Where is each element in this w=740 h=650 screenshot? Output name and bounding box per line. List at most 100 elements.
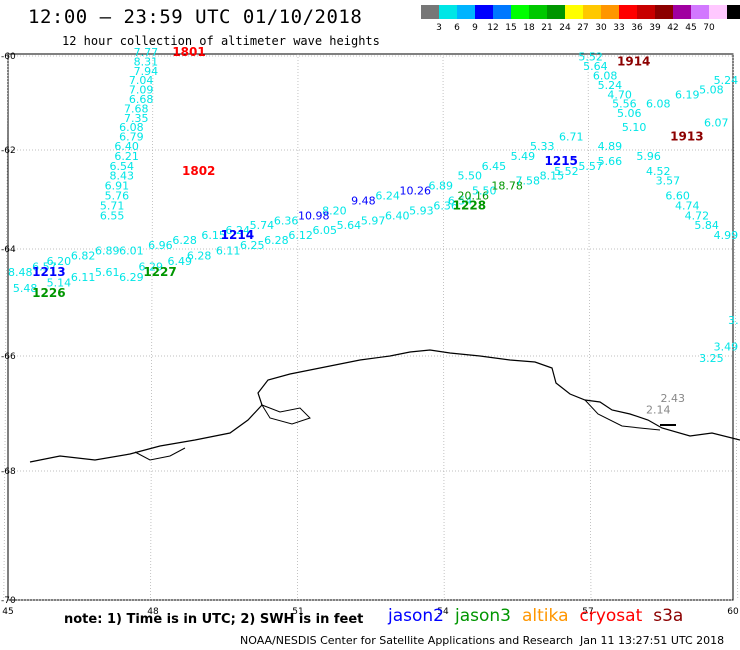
- meridian-line: [587, 53, 592, 601]
- swh-value: 6.08: [119, 121, 143, 134]
- legend-label: 39: [649, 23, 661, 33]
- swh-value: 5.08: [699, 84, 724, 97]
- swh-value: 6.19: [675, 88, 700, 101]
- swh-value: 6.24: [226, 224, 251, 237]
- track-id-label: 1215: [545, 154, 578, 168]
- legend-label: 15: [505, 23, 517, 33]
- swh-value: 5.71: [100, 199, 125, 212]
- swh-value: 4.99: [714, 229, 739, 242]
- meridian-line: [150, 53, 154, 601]
- swh-value: 8.20: [322, 204, 347, 217]
- swh-value: 5.64: [583, 60, 608, 73]
- swh-value: 5.96: [636, 150, 661, 163]
- swh-value: 8.15: [540, 170, 565, 183]
- map-frame: [7, 53, 734, 601]
- swh-value: 5.24: [714, 74, 739, 87]
- track-id-label: 1913: [670, 130, 703, 144]
- legend-swatch: [511, 5, 529, 19]
- legend-swatch: [727, 5, 740, 19]
- swh-value: 6.40: [114, 140, 139, 153]
- swh-value: 6.71: [559, 131, 584, 144]
- swh-value: 6.11: [216, 244, 241, 257]
- swh-value: 6.05: [313, 224, 338, 237]
- legend-swatch: [619, 5, 637, 19]
- swh-value: 6.54: [448, 194, 473, 207]
- lat-tick-label: -64: [1, 245, 16, 255]
- swh-value: 10.98: [298, 209, 330, 222]
- swh-value: 6.08: [593, 70, 618, 83]
- meridian-line: [297, 53, 299, 601]
- legend-swatch: [655, 5, 673, 19]
- legend-swatch: [673, 5, 691, 19]
- legend-label: 12: [487, 23, 499, 33]
- swh-value: 6.68: [129, 93, 154, 106]
- swh-value: 6.24: [375, 190, 400, 203]
- swh-value: 7.68: [124, 102, 149, 115]
- swh-value: 3.49: [714, 341, 739, 354]
- swh-value: 6.25: [240, 239, 265, 252]
- swh-value: 6.12: [288, 229, 313, 242]
- swh-value: 7.94: [134, 65, 159, 78]
- page-subtitle: 12 hour collection of altimeter wave hei…: [62, 34, 380, 48]
- swh-value: 5.14: [47, 276, 72, 289]
- lat-tick-label: -68: [1, 467, 16, 477]
- lat-tick-label: -62: [1, 146, 16, 156]
- swh-value: 6.96: [148, 239, 173, 252]
- generated-timestamp: Jan 11 13:27:51 UTC 2018: [580, 634, 725, 647]
- legend-swatch: [601, 5, 619, 19]
- swh-value: 6.54: [110, 160, 135, 173]
- swh-value: 5.10: [622, 121, 647, 134]
- meridian-line: [3, 53, 9, 601]
- lon-tick-label: 60: [727, 607, 739, 617]
- track-id-label: 1227: [143, 265, 176, 279]
- swh-value: 7.04: [129, 74, 154, 87]
- legend-swatch: [493, 5, 511, 19]
- swh-value: 6.57: [32, 260, 57, 273]
- lat-tick-label: -70: [1, 596, 16, 606]
- swh-value: 8.48: [8, 266, 33, 279]
- legend-label: 70: [703, 23, 715, 33]
- swh-labels: 7.778.317.947.047.096.687.687.356.086.79…: [8, 46, 739, 417]
- legend-swatch: [691, 5, 709, 19]
- swh-value: 5.52: [578, 51, 603, 64]
- swh-value: 18.78: [491, 180, 523, 193]
- antarctic-coastline: [29, 349, 740, 463]
- swh-value: 6.36: [433, 199, 458, 212]
- mission-name: cryosat: [579, 606, 643, 626]
- swh-value: 5.33: [530, 140, 555, 153]
- legend-swatch: [475, 5, 493, 19]
- swh-value: 7.35: [124, 112, 149, 125]
- swh-value: 6.15: [201, 229, 226, 242]
- swh-value: 6.45: [482, 160, 507, 173]
- legend-label: 21: [541, 23, 553, 33]
- footer-note: note: 1) Time is in UTC; 2) SWH is in fe…: [64, 612, 364, 627]
- swh-value: 6.01: [119, 244, 143, 257]
- legend-label: 24: [559, 23, 571, 33]
- mission-name: s3a: [653, 606, 684, 626]
- swh-value: 6.11: [71, 271, 96, 284]
- lon-tick-label: 54: [437, 607, 449, 617]
- swh-value: 5.49: [511, 150, 535, 163]
- swh-value: 3.57: [656, 175, 681, 188]
- swh-value: 6.36: [274, 214, 299, 227]
- legend-label: 45: [685, 23, 697, 33]
- legend-label: 3: [436, 23, 442, 33]
- swh-value: 5.97: [361, 214, 386, 227]
- swh-value: 6.40: [385, 209, 410, 222]
- swh-value: 6.28: [172, 234, 197, 247]
- swh-value: 6.60: [665, 190, 690, 203]
- mission-name: jason3: [455, 606, 511, 626]
- swh-value: 6.20: [47, 255, 72, 268]
- lat-tick-label: -60: [1, 52, 16, 62]
- swh-value: 5.64: [337, 219, 362, 232]
- swh-value: 4.74: [675, 199, 700, 212]
- legend-swatch: [421, 5, 439, 19]
- swh-value: 6.49: [168, 255, 193, 268]
- swh-value: 7.09: [129, 84, 154, 97]
- swh-value: 2.43: [661, 392, 686, 405]
- swh-value: 6.08: [646, 98, 671, 111]
- swh-value: 6.28: [264, 234, 289, 247]
- swh-value: 9.48: [351, 194, 376, 207]
- track-id-label: 1228: [453, 198, 486, 212]
